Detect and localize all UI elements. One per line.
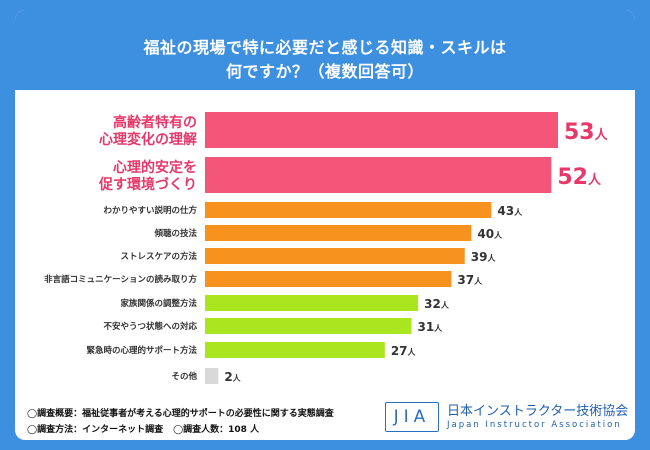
jia-logo-mark: JIA (385, 402, 439, 432)
bar-8 (205, 318, 412, 334)
survey-overview-note: ◯調査概要：福祉従事者が考える心理的サポートの必要性に関する実態調査 (27, 409, 334, 419)
chart-title-line2: 何ですか？（複数回答可） (225, 62, 424, 81)
organization-english-name: Japan Instructor Association (447, 420, 622, 430)
category-label-3: わかりやすい説明の仕方 (103, 205, 197, 216)
bar-2 (205, 157, 552, 193)
value-label-3: 43人 (497, 204, 523, 218)
survey-method-note: ◯調査方法：インターネット調査 ◯調査人数：108 人 (27, 422, 259, 435)
survey-count-text: ◯調査人数：108 人 (173, 425, 260, 435)
chart-title-line1: 福祉の現場で特に必要だと感じる知識・スキルは (143, 38, 507, 57)
category-label-4: 傾聴の技法 (153, 228, 197, 239)
title-banner: 福祉の現場で特に必要だと感じる知識・スキルは 何ですか？（複数回答可） (15, 10, 635, 90)
jia-logo: JIA 日本インストラクター技術協会 Japan Instructor Asso… (385, 400, 630, 436)
category-label-10: その他 (171, 371, 197, 382)
category-label-8: 不安やうつ状態への対応 (103, 321, 197, 332)
bar-1 (205, 112, 558, 148)
bar-9 (205, 342, 385, 358)
category-label-7: 家族関係の調整方法 (120, 298, 197, 309)
bar-3 (205, 202, 492, 218)
organization-name: 日本インストラクター技術協会 (447, 404, 629, 419)
bar-7 (205, 295, 419, 311)
value-label-6: 37人 (457, 273, 483, 287)
bar-5 (205, 248, 465, 264)
infographic-card: 福祉の現場で特に必要だと感じる知識・スキルは 何ですか？（複数回答可） 高齢者特… (15, 10, 635, 440)
survey-method-text: ◯調査方法：インターネット調査 (27, 425, 164, 435)
category-label-5: ストレスケアの方法 (120, 251, 197, 262)
category-label-1: 高齢者特有の心理変化の理解 (99, 114, 197, 148)
category-label-6: 非言語コミュニケーションの読み取り方 (44, 274, 197, 285)
category-label-9: 緊急時の心理的サポート方法 (86, 345, 197, 356)
value-label-10: 2人 (224, 370, 241, 384)
value-label-2: 52人 (557, 165, 602, 190)
bar-6 (205, 271, 452, 287)
category-label-2: 心理的安定を促す環境づくり (98, 159, 197, 193)
bar-4 (205, 225, 472, 241)
value-label-8: 31人 (417, 320, 443, 334)
bar-10 (205, 368, 219, 384)
value-label-4: 40人 (477, 227, 503, 241)
value-label-9: 27人 (391, 344, 417, 358)
value-label-7: 32人 (424, 297, 450, 311)
value-label-5: 39人 (471, 250, 497, 264)
value-label-1: 53人 (564, 120, 609, 145)
